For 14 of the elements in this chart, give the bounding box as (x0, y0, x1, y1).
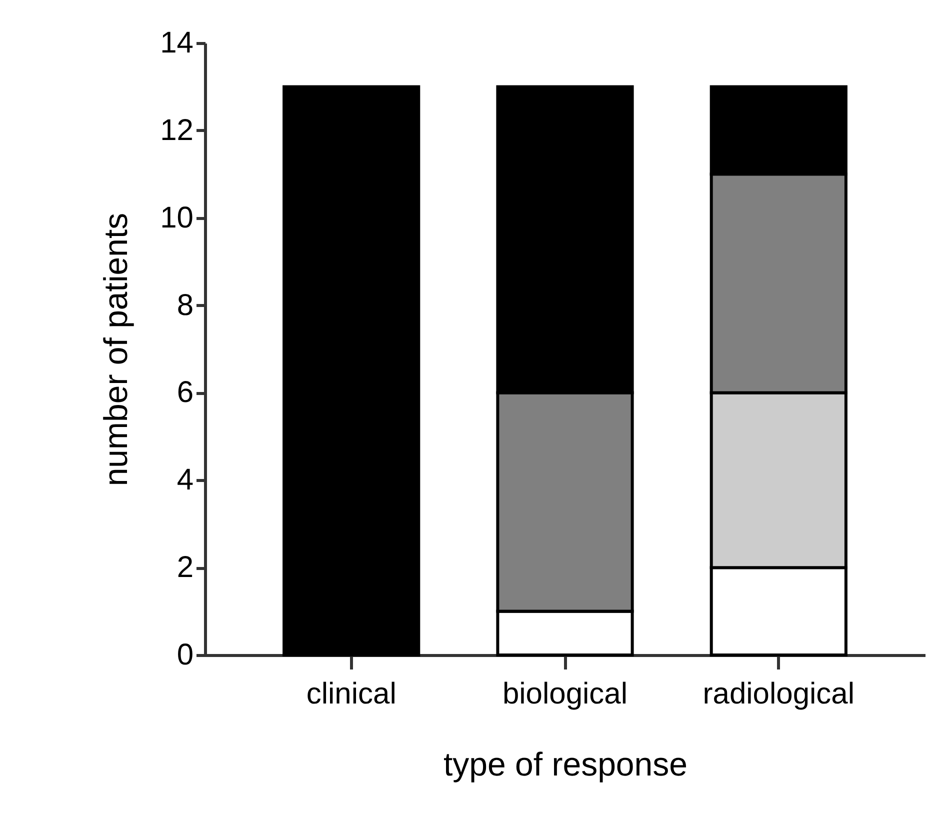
y-tick-label: 12 (160, 114, 194, 147)
y-tick-label: 4 (176, 464, 194, 497)
y-tick-label: 10 (160, 201, 194, 234)
x-tick-label: clinical (306, 678, 396, 710)
y-tick-label: 8 (176, 288, 194, 322)
x-axis-title: type of response (444, 746, 688, 782)
bar (282, 85, 420, 656)
y-tick-label: 6 (176, 376, 194, 410)
y-tick-label: 14 (160, 26, 194, 60)
x-tick-label: biological (502, 678, 628, 710)
x-tick-label: radiological (702, 678, 855, 710)
y-tick-label: 0 (176, 638, 194, 672)
y-tick-label: 2 (176, 551, 194, 584)
y-axis-title: number of patients (97, 212, 134, 486)
